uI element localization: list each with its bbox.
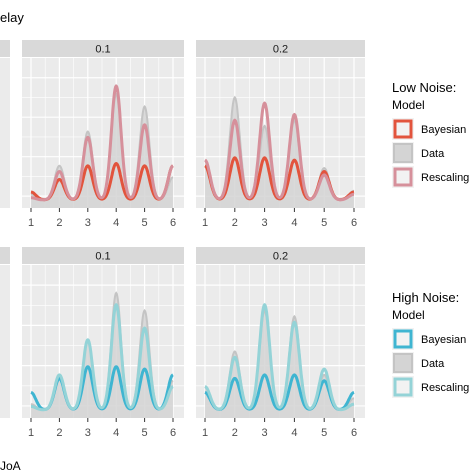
panel-background <box>22 58 184 208</box>
series-rescaling-line <box>204 303 355 412</box>
panel-low-noise-0.1: 0.1 1 2 3 4 5 6 <box>22 40 184 229</box>
legend-label-bayesian: Bayesian <box>421 124 466 136</box>
legend-label-rescaling: Rescaling <box>421 172 469 184</box>
legend-label-data: Data <box>421 358 445 370</box>
legend-low-noise: Low Noise: Model Bayesian Data Rescaling <box>392 80 469 188</box>
legend-high-noise: High Noise: Model Bayesian Data Rescaling <box>392 290 469 398</box>
x-tick-label: 1 <box>202 217 208 229</box>
facet-strip <box>22 247 184 264</box>
legend-label-bayesian: Bayesian <box>421 334 466 346</box>
x-tick-label: 4 <box>291 427 297 439</box>
legend-label-data: Data <box>421 148 445 160</box>
strip-left-stub-0 <box>0 40 10 57</box>
panel-left-stub-0 <box>0 58 10 208</box>
panel-high-noise-0.2: 0.2 1 2 3 4 5 6 <box>196 247 365 439</box>
panel-high-noise-0.1: 0.1 1 2 3 4 5 6 <box>22 247 184 439</box>
x-tick-label: 5 <box>142 217 148 229</box>
x-tick-label: 5 <box>142 427 148 439</box>
x-tick-label: 6 <box>351 427 357 439</box>
panel-background <box>22 265 184 418</box>
facet-strip <box>196 247 365 264</box>
x-tick-label: 6 <box>170 217 176 229</box>
x-tick-label: 3 <box>85 427 91 439</box>
panel-low-noise-0.2: 0.2 1 2 3 4 5 6 <box>196 40 365 229</box>
header-fragment: elay <box>0 10 24 25</box>
x-tick-label: 6 <box>351 217 357 229</box>
x-tick-label: 4 <box>291 217 297 229</box>
legend-title: Low Noise: <box>392 80 456 95</box>
facet-strip-label: 0.1 <box>95 251 110 263</box>
x-tick-label: 2 <box>232 217 238 229</box>
panel-background <box>196 265 365 418</box>
x-tick-label: 1 <box>202 427 208 439</box>
x-tick-label: 2 <box>56 427 62 439</box>
legend-key-rescaling <box>393 377 413 397</box>
facet-strip-label: 0.2 <box>273 251 288 263</box>
x-axis-label-fragment: JoA <box>0 459 21 473</box>
legend-title: High Noise: <box>392 290 459 305</box>
strip-left-stub-1 <box>0 247 10 264</box>
x-tick-label: 4 <box>113 427 119 439</box>
x-tick-label: 3 <box>85 217 91 229</box>
x-tick-label: 3 <box>262 217 268 229</box>
legend-key-data <box>393 143 413 163</box>
panel-background <box>196 58 365 208</box>
series-rescaling-line <box>30 303 174 412</box>
facet-strip <box>22 40 184 57</box>
x-tick-label: 1 <box>28 217 34 229</box>
legend-key-bayesian <box>393 119 413 139</box>
facet-strip-label: 0.1 <box>95 44 110 56</box>
legend-label-rescaling: Rescaling <box>421 382 469 394</box>
legend-subtitle: Model <box>392 308 425 322</box>
facet-strip-label: 0.2 <box>273 44 288 56</box>
legend-key-bayesian <box>393 329 413 349</box>
panel-left-stub-1 <box>0 265 10 418</box>
x-tick-label: 3 <box>262 427 268 439</box>
legend-subtitle: Model <box>392 98 425 112</box>
legend-key-rescaling <box>393 167 413 187</box>
x-tick-label: 6 <box>170 427 176 439</box>
x-tick-label: 5 <box>321 427 327 439</box>
x-tick-label: 2 <box>232 427 238 439</box>
legend-key-data <box>393 353 413 373</box>
x-tick-label: 4 <box>113 217 119 229</box>
x-tick-label: 5 <box>321 217 327 229</box>
series-rescaling-line <box>30 84 174 202</box>
facet-strip <box>196 40 365 57</box>
series-rescaling-line <box>204 101 355 202</box>
x-tick-label: 1 <box>28 427 34 439</box>
x-tick-label: 2 <box>56 217 62 229</box>
